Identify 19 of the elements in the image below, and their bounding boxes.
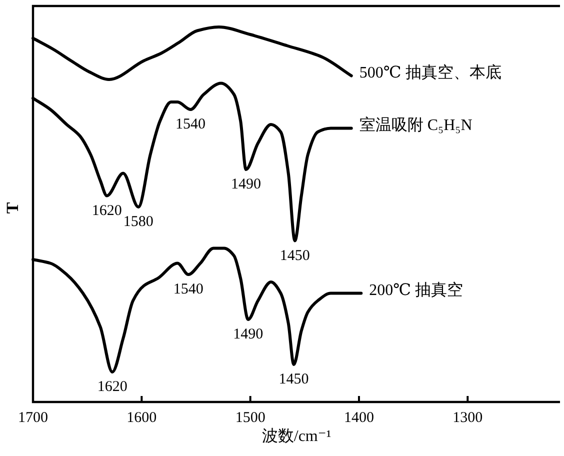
series-label: 室温吸附 C₅H₅N — [359, 116, 473, 134]
annotation: 1450 — [278, 372, 309, 388]
annotation: 1540 — [173, 282, 204, 298]
annotation: 1620 — [97, 379, 128, 395]
x-tick-label: 1600 — [126, 410, 157, 426]
x-tick-label: 1400 — [344, 410, 374, 426]
y-axis-title: T — [3, 202, 22, 214]
annotation: 1540 — [176, 116, 206, 132]
annotation: 1490 — [233, 326, 264, 342]
annotation: 1580 — [123, 214, 154, 230]
series-label: 500℃ 抽真空、本底 — [359, 63, 502, 82]
x-tick-label: 1700 — [18, 410, 48, 426]
x-tick-label: 1300 — [452, 410, 483, 426]
series-label: 200℃ 抽真空 — [369, 280, 464, 299]
x-tick-label: 1500 — [235, 410, 266, 426]
annotation: 1620 — [92, 202, 122, 219]
x-axis-title: 波数/cm⁻¹ — [262, 427, 332, 445]
annotation: 1490 — [230, 176, 261, 192]
annotation: 1450 — [280, 248, 310, 264]
